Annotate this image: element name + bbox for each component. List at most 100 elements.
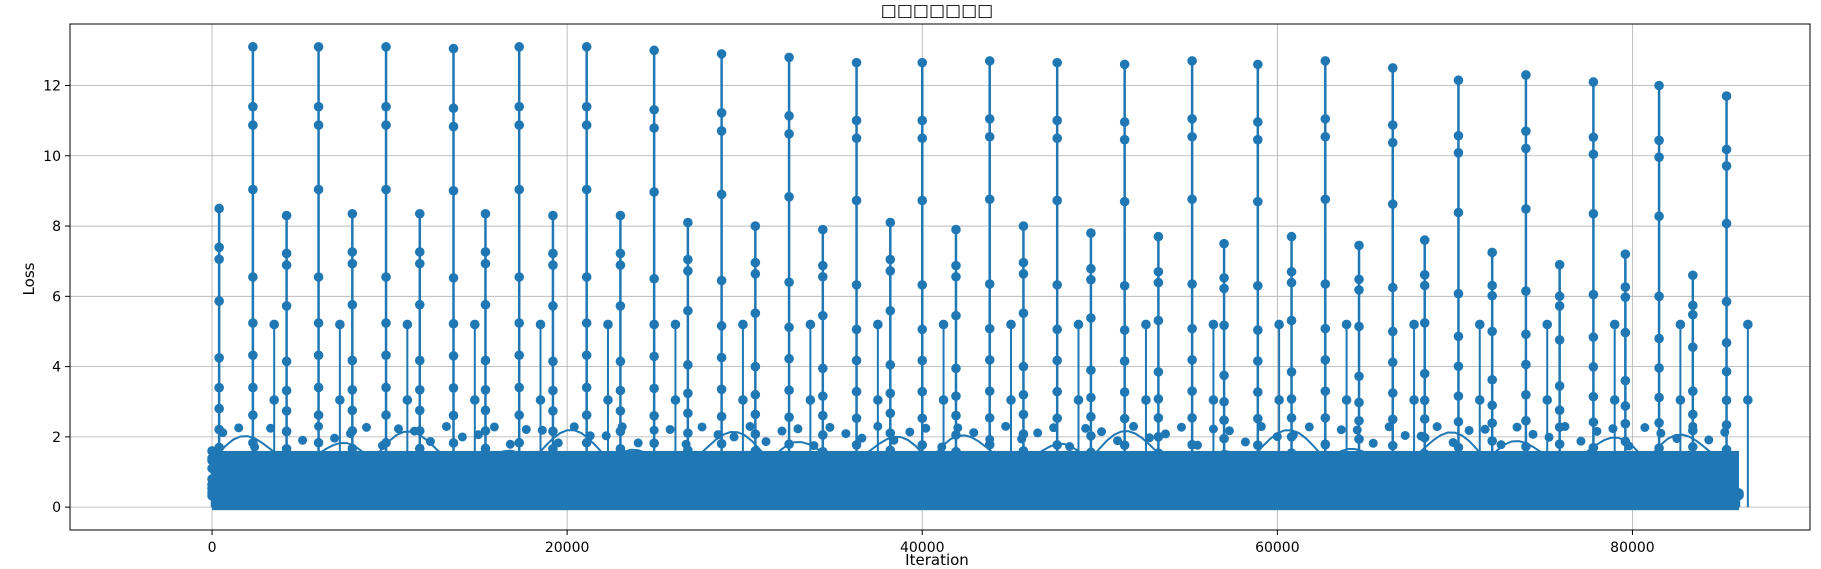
loss-point	[347, 461, 358, 471]
loss-point	[1320, 56, 1331, 66]
loss-point	[1453, 130, 1464, 141]
loss-point	[1474, 319, 1485, 330]
loss-point	[1253, 196, 1263, 207]
loss-point	[1320, 386, 1331, 396]
loss-point	[1219, 370, 1229, 381]
loss-point	[1384, 422, 1394, 432]
loss-point	[1073, 395, 1084, 405]
loss-point	[1153, 464, 1164, 475]
loss-point	[347, 247, 358, 257]
loss-point	[214, 424, 224, 435]
loss-point	[851, 115, 862, 126]
loss-point	[615, 461, 626, 472]
loss-point	[1453, 207, 1464, 218]
loss-point	[951, 463, 961, 474]
loss-point	[716, 107, 727, 118]
loss-point	[1487, 466, 1497, 477]
loss-point	[1654, 291, 1664, 302]
loss-point	[313, 101, 324, 112]
loss-point	[649, 383, 659, 394]
loss-point	[750, 409, 761, 420]
loss-point	[514, 437, 525, 448]
loss-point	[1286, 266, 1297, 277]
loss-point	[248, 410, 258, 420]
loss-point	[729, 432, 739, 442]
loss-point	[1354, 274, 1364, 285]
loss-point	[448, 43, 459, 54]
loss-point	[1688, 425, 1698, 436]
loss-point	[1487, 418, 1497, 428]
loss-point	[1654, 80, 1664, 91]
loss-point	[1554, 381, 1565, 391]
loss-point	[1387, 120, 1398, 130]
loss-point	[1286, 448, 1297, 458]
loss-point	[1688, 270, 1698, 281]
loss-point	[1286, 367, 1297, 377]
loss-point	[381, 42, 391, 52]
loss-point	[581, 437, 592, 448]
loss-point	[281, 260, 292, 270]
loss-point	[1688, 309, 1698, 320]
loss-point	[489, 422, 499, 432]
loss-point	[1187, 413, 1197, 423]
loss-point	[441, 421, 451, 431]
loss-point	[414, 443, 425, 454]
loss-point	[1354, 397, 1364, 408]
loss-point	[1387, 414, 1398, 425]
y-tick-label: 8	[52, 219, 61, 235]
loss-point	[1354, 285, 1364, 295]
loss-point	[1743, 319, 1753, 330]
loss-point	[951, 363, 961, 374]
loss-point	[615, 444, 626, 454]
loss-point	[1588, 208, 1599, 219]
y-tick-label: 6	[52, 289, 61, 305]
loss-point	[548, 260, 558, 270]
loss-point	[1688, 469, 1698, 480]
loss-point	[873, 319, 883, 330]
loss-point	[951, 446, 961, 457]
loss-point	[750, 463, 761, 473]
loss-point	[1554, 422, 1565, 432]
loss-point	[665, 424, 675, 434]
loss-point	[347, 355, 358, 366]
loss-point	[1086, 411, 1096, 422]
loss-point	[248, 382, 258, 393]
loss-point	[917, 440, 928, 450]
loss-point	[448, 438, 459, 448]
loss-point	[750, 221, 761, 231]
loss-point	[335, 395, 345, 405]
loss-point	[1654, 135, 1664, 146]
loss-point	[548, 301, 558, 311]
loss-point	[713, 430, 723, 440]
x-tick-label: 0	[208, 540, 217, 556]
loss-point	[347, 384, 358, 395]
loss-point	[1253, 280, 1263, 291]
loss-point	[1554, 439, 1565, 449]
loss-point	[917, 57, 928, 68]
loss-point	[1153, 413, 1164, 423]
loss-point	[1018, 257, 1029, 268]
loss-point	[1341, 395, 1352, 405]
loss-point	[414, 247, 425, 257]
loss-point	[1219, 465, 1229, 476]
loss-point	[1654, 418, 1664, 428]
loss-point	[649, 104, 659, 115]
loss-point	[1272, 432, 1282, 442]
loss-point	[716, 411, 727, 422]
loss-point	[214, 460, 224, 471]
loss-point	[1721, 444, 1732, 455]
loss-point	[1086, 392, 1096, 403]
loss-point	[1588, 442, 1599, 453]
loss-point	[969, 428, 979, 438]
loss-point	[951, 224, 961, 235]
loss-point	[381, 350, 391, 361]
loss-point	[330, 433, 340, 443]
loss-point	[917, 280, 928, 290]
loss-point	[1721, 366, 1732, 377]
loss-point	[480, 405, 491, 416]
loss-point	[1453, 416, 1464, 427]
loss-point	[581, 42, 592, 52]
loss-point	[1153, 277, 1164, 288]
loss-point	[553, 438, 563, 448]
loss-point	[984, 56, 995, 66]
